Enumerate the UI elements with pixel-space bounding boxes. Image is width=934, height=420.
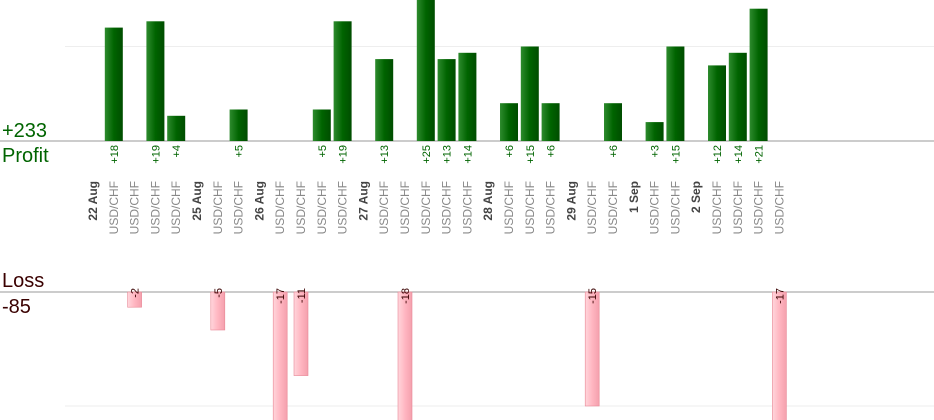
symbol-label: USD/CHF <box>440 181 454 234</box>
profit-bar <box>604 103 622 141</box>
profit-value-label: +13 <box>442 145 454 164</box>
profit-label: Profit <box>2 145 49 167</box>
profit-value-label: +6 <box>504 145 516 158</box>
symbol-label: USD/CHF <box>419 181 433 234</box>
symbol-label: USD/CHF <box>731 181 745 234</box>
symbol-label: USD/CHF <box>544 181 558 234</box>
profit-bar <box>708 65 726 141</box>
loss-value-label: -18 <box>400 288 412 304</box>
profit-value-label: +3 <box>650 145 662 158</box>
profit-value-label: +5 <box>317 145 329 158</box>
symbol-label: USD/CHF <box>606 181 620 234</box>
loss-bar <box>772 291 787 420</box>
date-label: 26 Aug <box>252 181 266 221</box>
symbol-label: USD/CHF <box>169 181 183 234</box>
date-label: 25 Aug <box>190 181 204 221</box>
loss-bar <box>584 291 600 407</box>
symbol-label: USD/CHF <box>294 181 308 234</box>
profit-value-label: +14 <box>462 145 474 164</box>
loss-total: -85 <box>2 296 31 318</box>
profit-value-label: +4 <box>171 145 183 158</box>
date-label: 1 Sep <box>627 181 641 213</box>
loss-bar <box>127 291 142 308</box>
symbol-label: USD/CHF <box>585 181 599 234</box>
symbol-label: USD/CHF <box>523 181 537 234</box>
profit-bar <box>229 109 248 141</box>
profit-bar <box>146 21 165 141</box>
profit-bar <box>375 59 394 141</box>
profit-bar <box>312 109 331 141</box>
date-label: 29 Aug <box>564 181 578 221</box>
loss-value-label: -15 <box>587 288 599 304</box>
profit-bar <box>749 8 768 142</box>
date-label: 22 Aug <box>86 181 100 221</box>
symbol-label: USD/CHF <box>273 181 287 234</box>
loss-value-label: -5 <box>213 288 225 298</box>
symbol-label: USD/CHF <box>460 181 474 234</box>
date-label: 28 Aug <box>481 181 495 221</box>
loss-bar <box>272 291 288 420</box>
profit-bar <box>520 46 539 141</box>
profit-value-label: +13 <box>379 145 391 164</box>
profit-bar <box>645 122 664 141</box>
profit-bar <box>728 52 747 141</box>
loss-value-label: -17 <box>774 288 786 304</box>
profit-bar <box>541 103 560 141</box>
profit-value-label: +18 <box>109 145 121 164</box>
loss-value-label: -17 <box>275 288 287 304</box>
loss-value-label: -2 <box>130 288 142 298</box>
profit-value-label: +15 <box>670 145 682 164</box>
symbol-label: USD/CHF <box>128 181 142 234</box>
profit-bar <box>416 0 435 141</box>
profit-bar <box>104 27 123 142</box>
symbol-label: USD/CHF <box>336 181 350 234</box>
symbol-label: USD/CHF <box>648 181 662 234</box>
loss-bar <box>397 291 413 420</box>
symbol-label: USD/CHF <box>148 181 162 234</box>
profit-bar <box>458 52 477 141</box>
profit-value-label: +6 <box>546 145 558 158</box>
profit-total: +233 <box>2 120 48 142</box>
loss-value-label: -11 <box>296 288 308 303</box>
profit-value-label: +6 <box>608 145 620 158</box>
symbol-label: USD/CHF <box>315 181 329 234</box>
profit-bar <box>333 21 352 141</box>
profit-value-label: +12 <box>712 145 724 164</box>
symbol-label: USD/CHF <box>377 181 391 234</box>
profit-value-label: +5 <box>234 145 246 158</box>
profit-value-label: +25 <box>421 145 433 164</box>
loss-bar <box>210 291 226 331</box>
loss-label: Loss <box>2 270 45 292</box>
profit-value-label: +19 <box>150 145 162 164</box>
profit-value-label: +19 <box>338 145 350 164</box>
symbol-label: USD/CHF <box>211 181 225 234</box>
symbol-label: USD/CHF <box>502 181 516 234</box>
symbol-label: USD/CHF <box>752 181 766 234</box>
profit-value-label: +21 <box>754 145 766 164</box>
symbol-label: USD/CHF <box>398 181 412 234</box>
symbol-label: USD/CHF <box>710 181 724 234</box>
profit-bar <box>167 115 186 141</box>
symbol-label: USD/CHF <box>232 181 246 234</box>
profit-value-label: +14 <box>733 145 745 164</box>
profit-bar <box>666 46 685 141</box>
profit-bar <box>437 59 456 141</box>
symbol-label: USD/CHF <box>772 181 786 234</box>
symbol-label: USD/CHF <box>107 181 121 234</box>
symbol-label: USD/CHF <box>668 181 682 234</box>
profit-value-label: +15 <box>525 145 537 164</box>
profit-bar <box>500 103 518 141</box>
date-label: 2 Sep <box>689 181 703 213</box>
loss-bar <box>293 291 309 376</box>
date-label: 27 Aug <box>356 181 370 221</box>
